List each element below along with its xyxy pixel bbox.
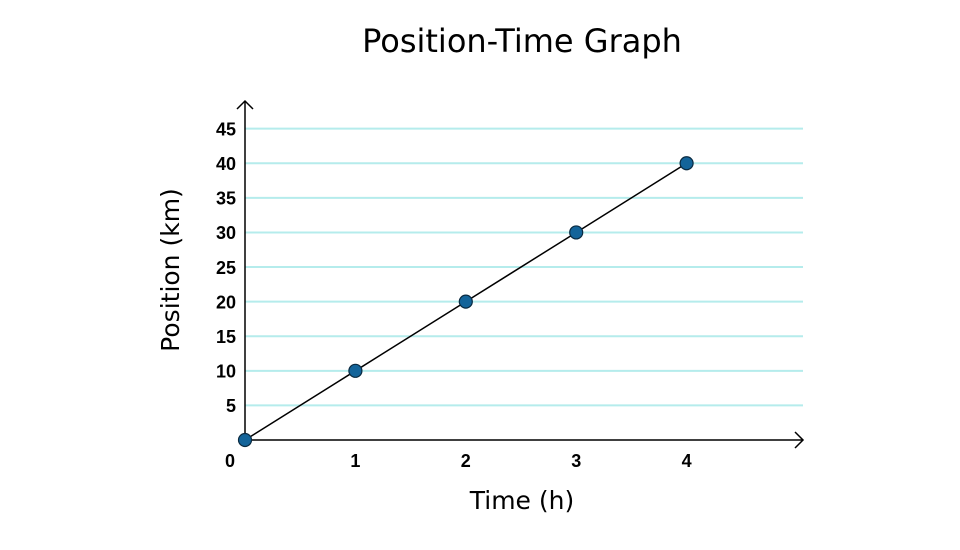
x-tick-label: 4 (682, 451, 692, 471)
x-axis-arrow (794, 431, 805, 449)
data-point (348, 363, 363, 378)
x-tick-label: 0 (225, 451, 235, 471)
y-axis-label: Position (km) (156, 188, 185, 352)
x-axis-label: Time (h) (469, 486, 574, 515)
y-tick-label: 30 (216, 223, 236, 243)
y-tick-label: 45 (216, 119, 236, 139)
data-point (569, 225, 584, 240)
y-tick-label: 25 (216, 258, 236, 278)
data-point (237, 432, 253, 448)
x-tick-label: 3 (571, 451, 581, 471)
data-point (679, 156, 694, 171)
x-tick-label: 1 (350, 451, 360, 471)
chart-title: Position-Time Graph (362, 22, 682, 60)
y-axis-arrow (236, 99, 254, 110)
data-point (458, 294, 473, 309)
y-tick-label: 15 (216, 327, 236, 347)
y-tick-label: 40 (216, 154, 236, 174)
x-tick-label: 2 (461, 451, 471, 471)
y-tick-label: 35 (216, 189, 236, 209)
y-tick-label: 20 (216, 292, 236, 312)
y-tick-label: 5 (226, 396, 236, 416)
y-tick-label: 10 (216, 362, 236, 382)
